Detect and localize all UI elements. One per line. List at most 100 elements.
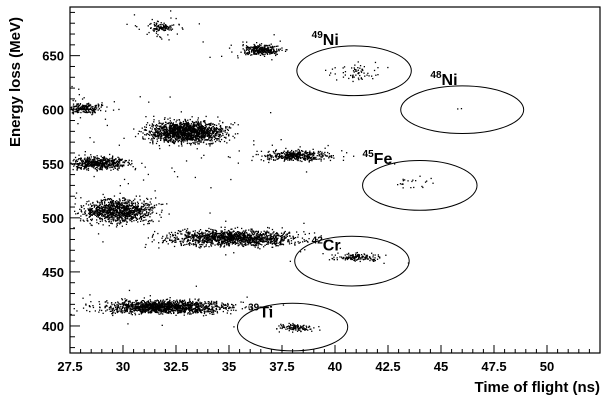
data-point: [157, 300, 159, 302]
data-point: [87, 162, 89, 164]
data-point: [255, 237, 257, 239]
data-point: [194, 232, 196, 234]
data-point: [143, 303, 145, 305]
data-point: [267, 243, 269, 245]
data-point: [111, 215, 114, 217]
data-point: [184, 304, 187, 306]
data-point: [276, 232, 278, 234]
data-point: [144, 207, 146, 210]
data-point: [225, 242, 227, 244]
data-point: [212, 230, 214, 232]
data-point: [208, 227, 210, 230]
data-point: [124, 218, 126, 220]
data-point: [113, 216, 115, 219]
data-point: [280, 243, 282, 246]
data-point: [121, 159, 123, 161]
data-point: [122, 211, 124, 213]
data-point: [166, 122, 168, 125]
data-point: [277, 242, 279, 244]
data-point: [222, 310, 224, 313]
data-point: [121, 204, 123, 207]
data-point: [111, 161, 113, 163]
data-point: [297, 236, 299, 238]
data-point: [216, 131, 218, 133]
data-point: [247, 236, 249, 238]
data-point: [104, 199, 107, 201]
data-point: [133, 214, 135, 216]
data-point: [147, 301, 149, 304]
data-point: [158, 242, 160, 244]
data-point: [98, 206, 100, 208]
data-point: [84, 165, 86, 167]
data-point: [189, 300, 191, 302]
data-point: [153, 206, 155, 208]
data-point: [175, 241, 177, 243]
data-point: [132, 199, 135, 202]
data-point: [101, 202, 103, 204]
data-point: [238, 236, 240, 238]
data-point: [175, 306, 177, 308]
data-point: [134, 209, 136, 211]
data-point: [229, 234, 231, 236]
data-point: [158, 313, 160, 315]
data-point: [158, 203, 160, 205]
data-point: [163, 131, 165, 133]
data-point: [176, 137, 178, 139]
data-point: [188, 240, 190, 242]
data-point: [214, 135, 216, 137]
data-point: [242, 230, 245, 232]
data-point: [197, 303, 199, 305]
data-point: [87, 204, 90, 206]
data-point: [115, 220, 117, 222]
data-point: [163, 127, 165, 129]
data-point: [261, 240, 264, 242]
data-point: [154, 311, 156, 313]
data-point: [101, 164, 103, 166]
data-point: [125, 305, 127, 307]
data-point: [209, 145, 211, 147]
data-point: [214, 304, 216, 306]
data-point: [132, 216, 134, 218]
data-point: [169, 133, 171, 135]
data-point: [145, 126, 147, 128]
data-point: [246, 235, 248, 237]
data-point: [86, 169, 88, 171]
data-point: [200, 306, 203, 308]
data-point: [141, 302, 143, 304]
data-point: [179, 133, 181, 135]
data-point: [158, 308, 160, 310]
data-point: [141, 216, 143, 218]
data-point: [93, 206, 95, 208]
data-point: [73, 165, 75, 167]
data-point: [149, 213, 152, 215]
data-point: [128, 300, 130, 302]
data-point: [282, 240, 284, 242]
data-point: [228, 139, 231, 141]
data-point: [149, 307, 152, 310]
data-point: [220, 231, 223, 234]
data-point: [184, 302, 187, 304]
data-point: [125, 208, 127, 210]
data-point: [181, 137, 183, 139]
data-point: [214, 124, 216, 126]
data-point: [180, 242, 182, 244]
data-point: [119, 210, 121, 212]
data-point: [190, 123, 193, 125]
data-point: [154, 309, 156, 311]
data-point: [202, 304, 205, 307]
data-point: [176, 232, 179, 234]
data-point: [181, 139, 184, 141]
data-point: [132, 207, 134, 209]
data-point: [129, 305, 131, 307]
data-point: [197, 306, 199, 308]
data-point: [245, 229, 247, 231]
data-point: [166, 298, 169, 300]
data-point: [176, 309, 178, 311]
data-point: [106, 163, 108, 165]
data-point: [229, 236, 231, 238]
data-point: [194, 233, 196, 235]
data-point: [231, 239, 233, 242]
data-point: [193, 310, 196, 312]
data-point: [212, 235, 214, 237]
data-point: [264, 237, 266, 239]
